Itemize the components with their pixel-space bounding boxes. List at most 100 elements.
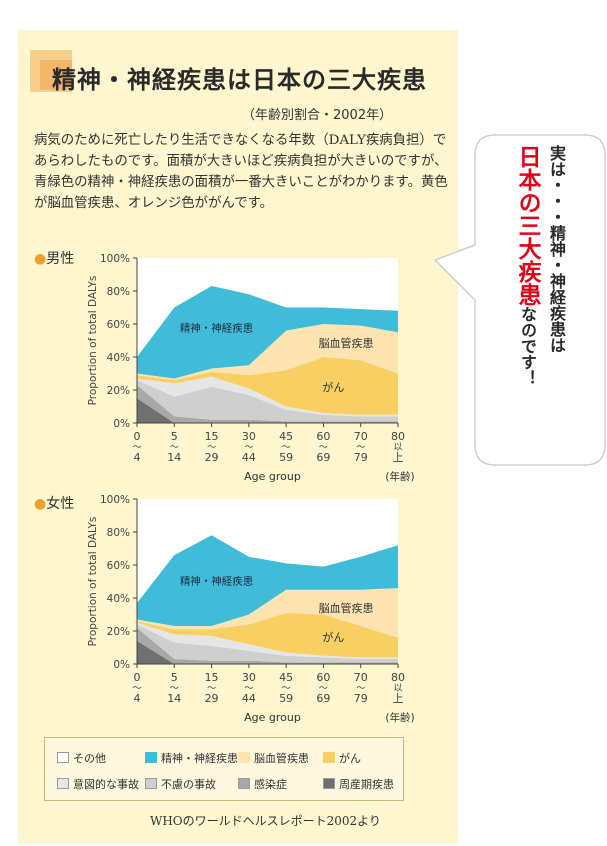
area-series-精神・神経疾患 <box>137 286 398 379</box>
x-tick-label: 44 <box>242 451 256 464</box>
area-series-意図的な事故 <box>137 622 398 660</box>
y-axis-label: Proportion of total DALYs <box>87 517 99 647</box>
bullet-dot-icon: ● <box>34 251 47 267</box>
legend-label: 精神・神経疾患 <box>161 752 238 765</box>
legend-item-infectious: 感染症 <box>238 776 287 792</box>
callout-text: 実は・・・精神・神経疾患は 日本の三大疾患なのです！ <box>510 145 590 445</box>
legend-swatch <box>57 752 69 763</box>
x-tick-label: 以 <box>393 684 402 694</box>
series-label-mental: 精神・神経疾患 <box>180 321 254 334</box>
legend-label: 周産期疾患 <box>339 778 394 791</box>
y-tick-label: 0% <box>113 418 130 430</box>
x-tick-label: 0 <box>134 430 141 443</box>
female-chart-label: ●女性 <box>34 493 74 513</box>
legend-swatch <box>323 778 335 789</box>
x-tick-label: 44 <box>242 692 256 705</box>
x-tick-label: 14 <box>167 692 181 705</box>
y-tick-label: 100% <box>100 253 130 265</box>
legend-item-perinatal: 周産期疾患 <box>323 776 394 792</box>
speech-bubble <box>433 134 606 466</box>
x-tick-label: 〜 <box>207 443 216 453</box>
page-title: 精神・神経疾患は日本の三大疾患 <box>52 66 427 94</box>
x-tick-label: 〜 <box>244 684 253 694</box>
area-series-がん <box>137 357 398 415</box>
y-tick-label: 60% <box>107 319 130 331</box>
series-label-cancer: がん <box>322 380 344 394</box>
legend-swatch <box>323 752 335 763</box>
x-tick-label: 5 <box>171 430 178 443</box>
x-tick-label: 15 <box>205 671 219 684</box>
x-tick-label: 上 <box>393 692 404 705</box>
x-axis-label: Age group <box>244 711 301 724</box>
legend-swatch <box>145 778 157 789</box>
x-tick-label: 29 <box>205 451 219 464</box>
area-series-精神・神経疾患 <box>137 535 398 627</box>
series-label-mental: 精神・神経疾患 <box>180 575 254 588</box>
y-tick-label: 60% <box>107 560 130 572</box>
legend-item-cerebro: 脳血管疾患 <box>238 750 309 766</box>
x-tick-label: 0 <box>134 671 141 684</box>
x-tick-label: 〜 <box>319 684 328 694</box>
description-text: 病気のために死亡したり生活できなくなる年数（DALY疾病負担）であらわしたもので… <box>34 133 448 211</box>
title-decoration-inner <box>40 60 72 90</box>
area-series-脳血管疾患 <box>137 324 398 381</box>
x-tick-label: 70 <box>354 430 368 443</box>
legend: その他 精神・神経疾患 脳血管疾患 がん 意図的な事故 不慮の事故 感染症 周産… <box>44 737 404 801</box>
x-tick-label: 80 <box>391 430 405 443</box>
x-tick-label: 15 <box>205 430 219 443</box>
y-tick-label: 20% <box>107 385 130 397</box>
y-tick-label: 100% <box>100 495 130 506</box>
x-tick-label: 〜 <box>356 443 365 453</box>
legend-item-intentional: 意図的な事故 <box>57 776 139 792</box>
y-tick-label: 40% <box>107 593 130 605</box>
male-chart-label: ●男性 <box>34 248 74 268</box>
x-tick-label: 70 <box>354 671 368 684</box>
legend-item-mental: 精神・神経疾患 <box>145 750 238 766</box>
x-tick-label: 以 <box>393 443 402 453</box>
y-axis-label: Proportion of total DALYs <box>87 276 99 406</box>
x-axis-label: Age group <box>244 470 301 483</box>
legend-label: その他 <box>73 752 106 765</box>
legend-label: 不慮の事故 <box>161 778 216 791</box>
x-tick-label: 60 <box>316 671 330 684</box>
y-tick-label: 40% <box>107 352 130 364</box>
area-series-周産期疾患 <box>137 398 398 423</box>
x-tick-label: 5 <box>171 671 178 684</box>
x-tick-label: 〜 <box>356 684 365 694</box>
x-tick-label: 4 <box>134 692 141 705</box>
callout-emphasis: 日本の三大疾患 <box>514 145 540 306</box>
area-series-意図的な事故 <box>137 376 398 417</box>
x-tick-label: 69 <box>316 692 330 705</box>
x-tick-label: 45 <box>279 671 293 684</box>
x-axis-unit: (年齢) <box>385 711 414 724</box>
callout-line2: 日本の三大疾患なのです！ <box>510 145 544 386</box>
legend-swatch <box>238 778 250 789</box>
x-tick-label: 〜 <box>132 684 141 694</box>
x-tick-label: 上 <box>393 451 404 464</box>
callout-tail: なのです！ <box>518 306 537 386</box>
x-tick-label: 〜 <box>170 443 179 453</box>
legend-swatch <box>238 752 250 763</box>
x-tick-label: 14 <box>167 451 181 464</box>
x-tick-label: 〜 <box>132 443 141 453</box>
area-series-不慮の事故 <box>137 624 398 663</box>
x-tick-label: 〜 <box>207 684 216 694</box>
content-panel <box>18 30 458 844</box>
callout-line1: 実は・・・精神・神経疾患は <box>547 145 566 353</box>
x-tick-label: 〜 <box>319 443 328 453</box>
series-label-cancer: がん <box>322 630 344 644</box>
x-tick-label: 80 <box>391 671 405 684</box>
source-note: WHOのワールドヘルスレポート2002より <box>150 814 381 828</box>
legend-item-unintentional: 不慮の事故 <box>145 776 216 792</box>
area-series-不慮の事故 <box>137 380 398 422</box>
series-label-cerebro: 脳血管疾患 <box>319 336 374 350</box>
female-label-text: 女性 <box>46 496 75 512</box>
x-tick-label: 30 <box>242 430 256 443</box>
male-label-text: 男性 <box>46 251 75 267</box>
bullet-dot-icon: ● <box>34 496 47 512</box>
y-tick-label: 0% <box>113 659 130 671</box>
male-area-chart: 0% 20% 40% 60% 80% 100%Proportion of total DA… <box>87 253 415 483</box>
legend-swatch <box>57 778 69 789</box>
x-tick-label: 〜 <box>282 684 291 694</box>
area-series-周産期疾患 <box>137 640 398 664</box>
